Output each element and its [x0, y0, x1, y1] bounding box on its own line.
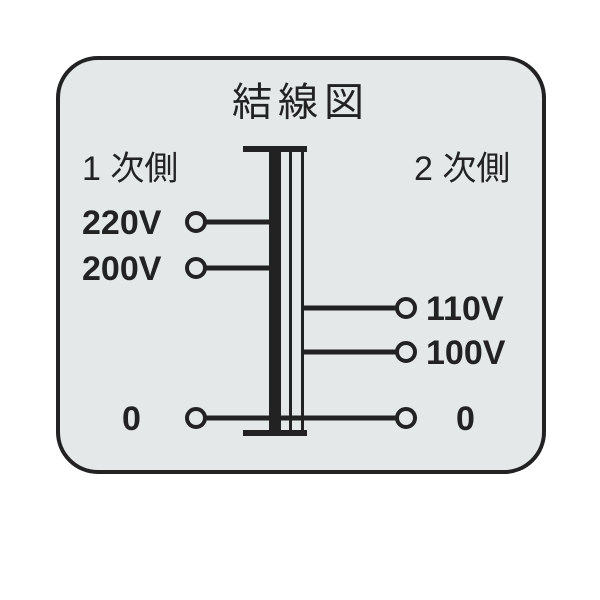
wiring-diagram: 結線図 1 次側 2 次側 220V 200V 0 110V 100V 0: [0, 0, 600, 600]
diagram-title: 結線図: [232, 81, 370, 125]
primary-terminal-1: [187, 259, 205, 277]
secondary-tap-label-1: 100V: [426, 334, 506, 372]
secondary-terminal-1: [397, 343, 415, 361]
core-cap-top: [243, 146, 307, 152]
secondary-terminal-0: [397, 299, 415, 317]
secondary-terminal-2: [397, 409, 415, 427]
core-thin-1: [289, 152, 292, 430]
primary-terminal-0: [187, 213, 205, 231]
primary-tap-label-1: 200V: [82, 250, 162, 288]
secondary-side-label: 2 次側: [414, 150, 510, 188]
primary-side-label: 1 次側: [82, 150, 178, 188]
secondary-tap-label-0: 110V: [426, 290, 504, 328]
secondary-tap-label-2: 0: [456, 400, 475, 438]
primary-tap-label-2: 0: [122, 400, 141, 438]
core-cap-bottom: [243, 430, 307, 436]
primary-terminal-2: [187, 409, 205, 427]
core-thin-2: [301, 152, 304, 430]
primary-tap-label-0: 220V: [82, 204, 162, 242]
core-main: [269, 152, 281, 430]
